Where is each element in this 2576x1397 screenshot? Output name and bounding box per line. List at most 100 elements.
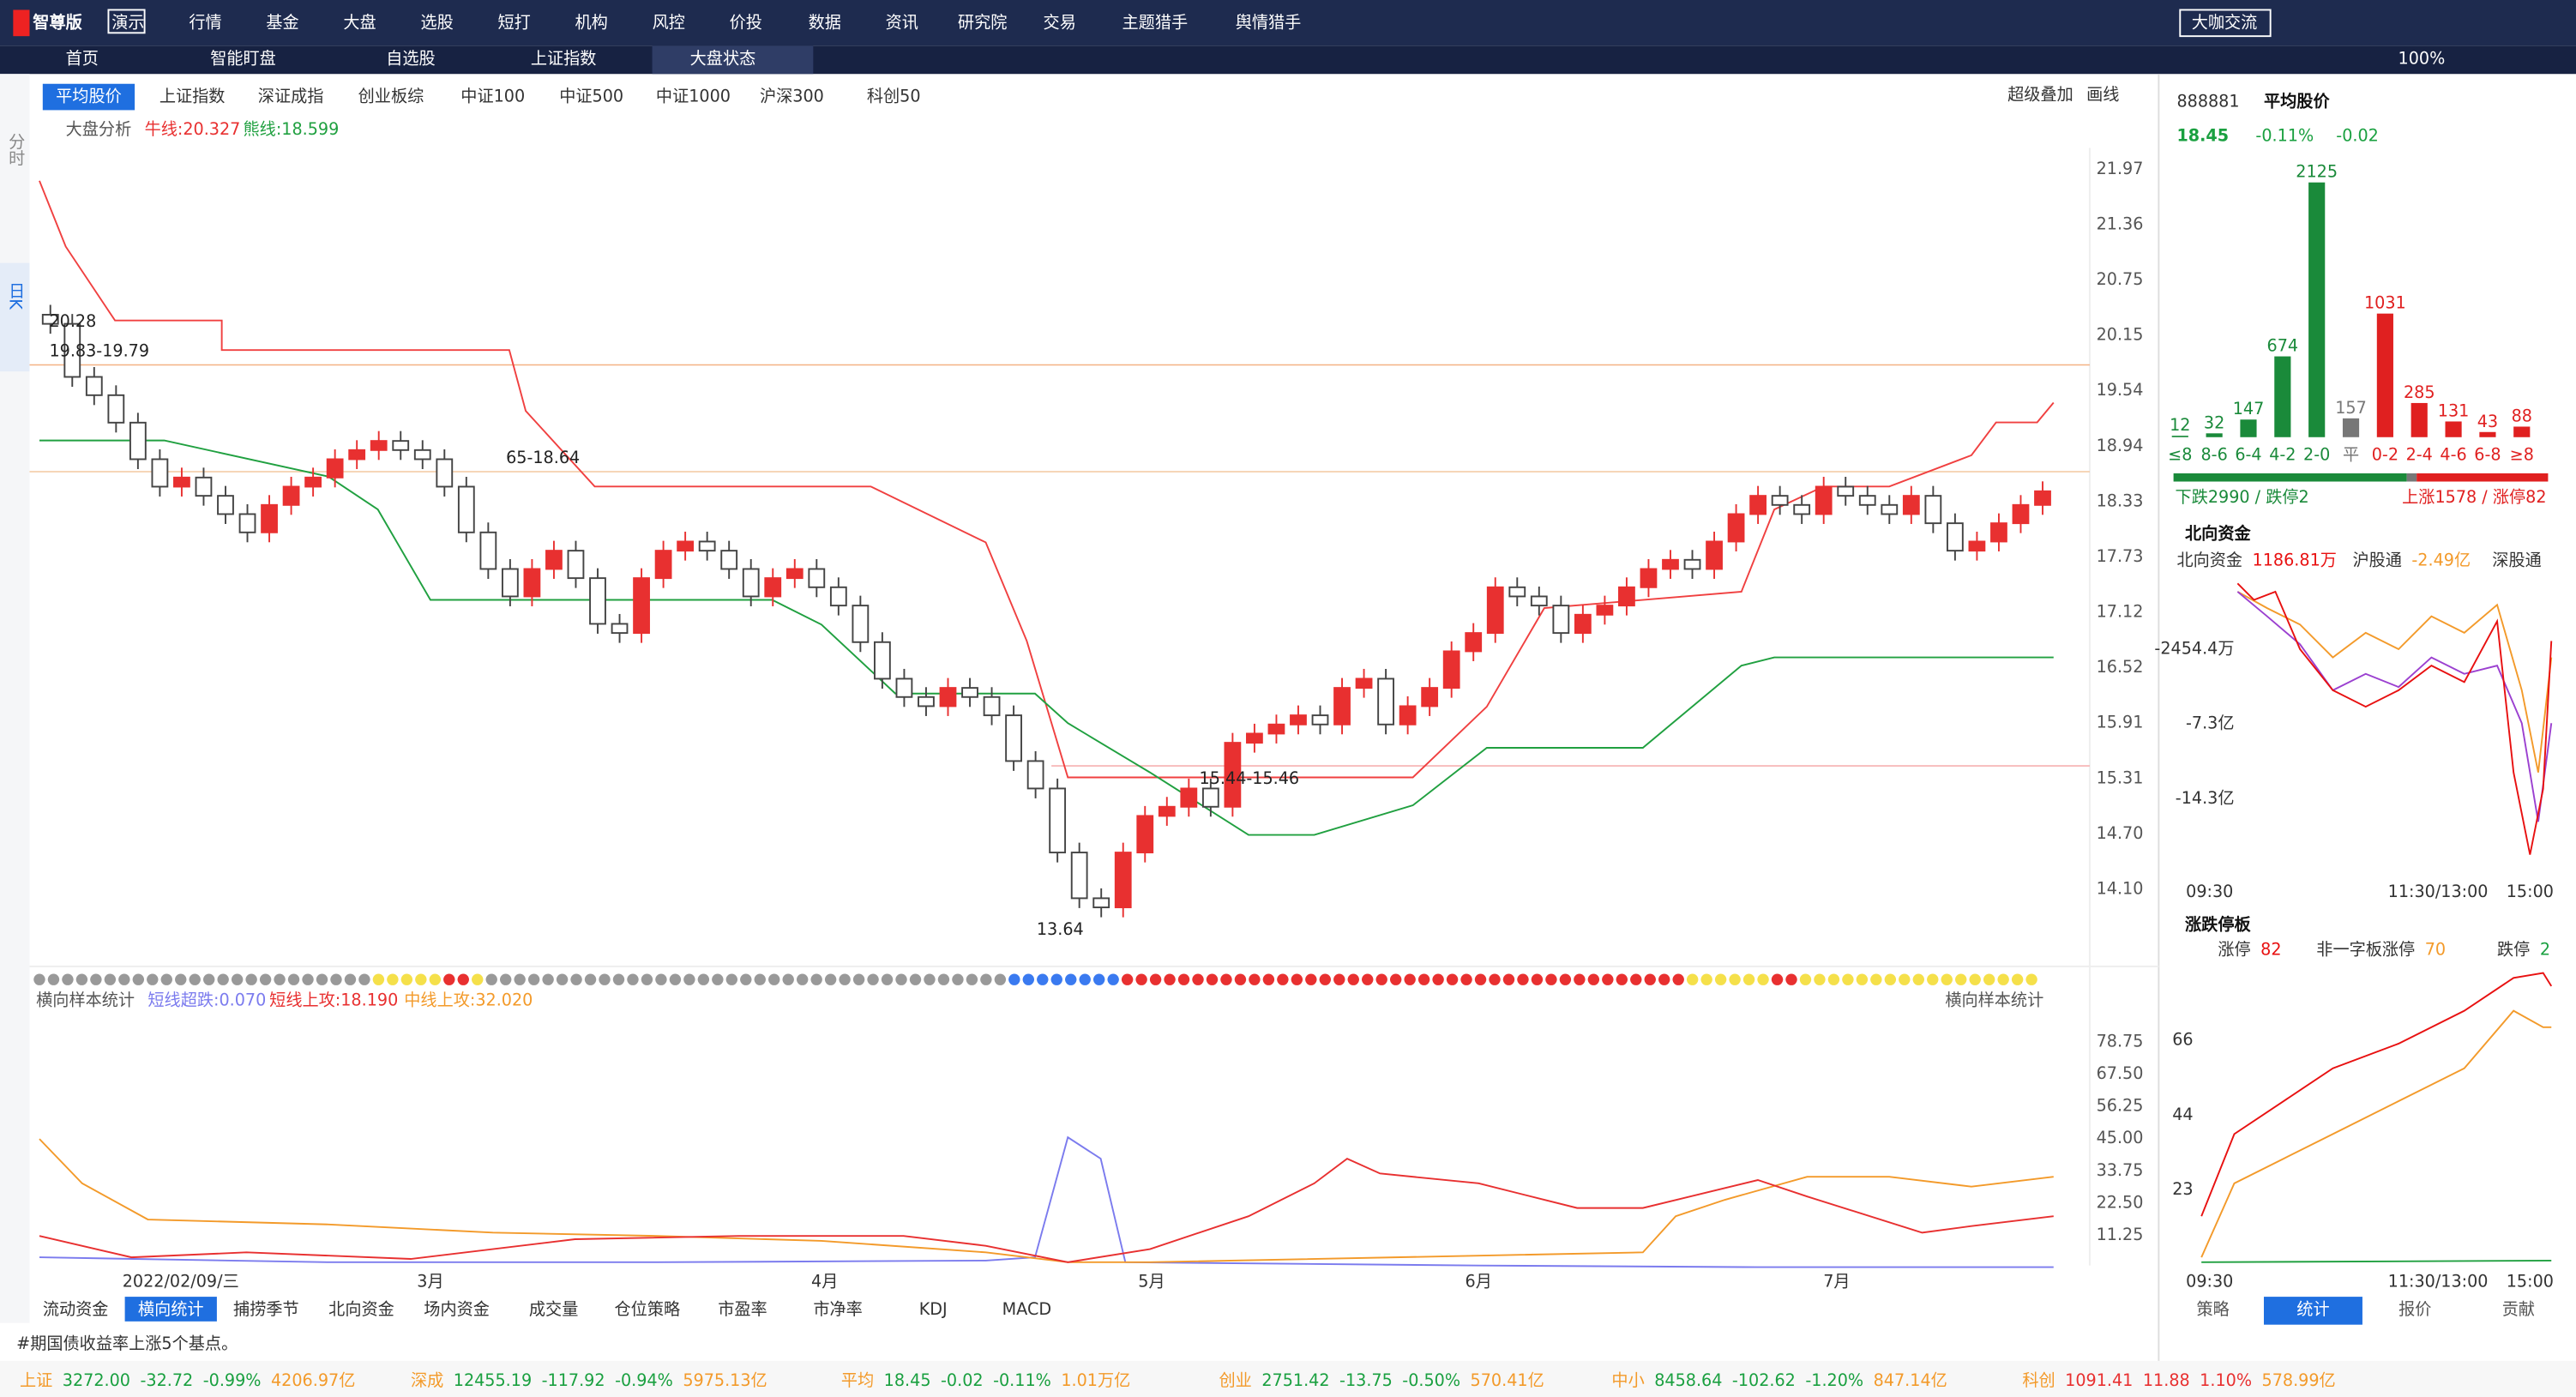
index-tab[interactable]: 中证500: [559, 87, 623, 106]
candle: [63, 322, 81, 378]
bottom-tab[interactable]: 横向统计: [138, 1299, 204, 1319]
candle: [1290, 714, 1307, 726]
date-label: 5月: [1138, 1271, 1165, 1291]
menu-item[interactable]: 基金: [266, 12, 298, 32]
menu-item[interactable]: 大盘: [343, 12, 376, 32]
candle: [436, 458, 454, 488]
bottom-tab[interactable]: MACD: [1002, 1299, 1051, 1319]
breadth-down-label: 下跌2990 / 跌停2: [2176, 487, 2309, 507]
side-tab[interactable]: 日K: [6, 282, 26, 310]
menu-item[interactable]: 短打: [497, 12, 530, 32]
index-tab[interactable]: 中证1000: [656, 87, 731, 106]
signal-dot: [1092, 973, 1105, 985]
signal-dot: [1531, 973, 1544, 985]
signal-dot: [1220, 973, 1232, 985]
bottom-tab[interactable]: 流动资金: [43, 1299, 109, 1319]
index-tab[interactable]: 平均股价: [56, 87, 122, 106]
right-tab[interactable]: 策略: [2196, 1299, 2229, 1319]
legend-name: 非一字板涨停: [2316, 939, 2415, 959]
bottom-tab[interactable]: KDJ: [919, 1299, 948, 1319]
annotation: 19.83-19.79: [49, 341, 149, 361]
tab[interactable]: 上证指数: [531, 48, 597, 68]
index-tab[interactable]: 深证成指: [258, 87, 324, 106]
candle: [654, 550, 672, 580]
menu-item[interactable]: 机构: [575, 12, 608, 32]
menu-item[interactable]: 舆情猎手: [1236, 12, 1302, 32]
candle: [2012, 503, 2030, 525]
signal-dot: [1574, 973, 1586, 985]
tool[interactable]: 画线: [2086, 85, 2119, 105]
tab[interactable]: 智能盯盘: [210, 48, 276, 68]
signal-dot: [1742, 973, 1755, 985]
signal-dot: [810, 973, 822, 985]
bottom-tab[interactable]: 市净率: [813, 1299, 862, 1319]
index-tab[interactable]: 创业板综: [358, 87, 424, 106]
lower-axis-label: 45.00: [2097, 1128, 2144, 1147]
ticker-amount: 1.01万亿: [1061, 1370, 1130, 1389]
north-axis-label: -7.3亿: [2186, 714, 2235, 733]
tab[interactable]: 大盘状态: [690, 48, 756, 68]
bottom-tab[interactable]: 北向资金: [328, 1299, 394, 1319]
signal-dot: [697, 973, 710, 985]
menu-item[interactable]: 主题猎手: [1122, 12, 1189, 32]
signal-dot: [839, 973, 851, 985]
distribution-category: 2-4: [2406, 444, 2433, 464]
candle: [501, 568, 519, 598]
side-tab[interactable]: 分时: [6, 133, 26, 166]
candle: [1465, 632, 1483, 653]
candle: [479, 531, 497, 570]
signal-dot: [302, 973, 314, 985]
ticker-item: 科创 1091.41 11.88 1.10% 578.99亿: [2022, 1370, 2335, 1389]
ticker-pct: -0.50%: [1402, 1370, 1460, 1389]
right-tab[interactable]: 贡献: [2502, 1299, 2535, 1319]
menu-item[interactable]: 价投: [730, 12, 762, 32]
signal-dot: [1955, 973, 1967, 985]
menu-item[interactable]: 数据: [809, 12, 841, 32]
exchange-button[interactable]: 大咖交流: [2192, 12, 2258, 32]
right-tab[interactable]: 报价: [2398, 1299, 2431, 1319]
menu-item[interactable]: 选股: [420, 12, 453, 32]
signal-dot: [1008, 973, 1020, 985]
menu-item[interactable]: 交易: [1044, 12, 1076, 32]
ticker-pct: -0.99%: [203, 1370, 262, 1389]
logo: 智尊版: [33, 12, 82, 32]
tab[interactable]: 自选股: [386, 48, 435, 68]
tab[interactable]: 首页: [66, 48, 99, 68]
top-bar: [0, 0, 2576, 46]
candle: [874, 641, 891, 680]
menu-item[interactable]: 资讯: [886, 12, 918, 32]
signal-dot: [1545, 973, 1557, 985]
menu-item[interactable]: 风控: [653, 12, 685, 32]
limit-up-line: [2200, 972, 2553, 1217]
bottom-tab[interactable]: 成交量: [529, 1299, 578, 1319]
right-tab[interactable]: 统计: [2296, 1299, 2329, 1319]
bottom-tab[interactable]: 仓位策略: [615, 1299, 681, 1319]
signal-dot: [400, 973, 413, 985]
limit-axis-label: 23: [2172, 1179, 2193, 1199]
bottom-tab[interactable]: 市盈率: [718, 1299, 767, 1319]
menu-item[interactable]: 行情: [189, 12, 221, 32]
candle: [764, 577, 782, 598]
tab-bar: [0, 45, 2576, 75]
tool[interactable]: 超级叠加: [2007, 85, 2073, 105]
signal-dot: [316, 973, 328, 985]
signal-dot: [2011, 973, 2024, 985]
signal-dot: [1446, 973, 1459, 985]
bottom-tab[interactable]: 捕捞季节: [233, 1299, 299, 1319]
index-tab[interactable]: 上证指数: [159, 87, 226, 106]
index-tab[interactable]: 科创50: [867, 87, 921, 106]
menu-item[interactable]: 研究院: [958, 12, 1007, 32]
legend-item: 涨停 82: [2218, 939, 2281, 959]
candle: [326, 458, 344, 479]
bottom-tab[interactable]: 场内资金: [424, 1299, 490, 1319]
signal-dot: [1121, 973, 1134, 985]
candle: [1224, 742, 1242, 808]
ticker-pct: 1.10%: [2200, 1370, 2252, 1389]
signal-dot: [1587, 973, 1600, 985]
signal-dot: [132, 973, 145, 985]
exchange-box: [2179, 9, 2272, 38]
index-tab[interactable]: 沪深300: [760, 87, 824, 106]
candle: [392, 440, 410, 451]
signal-dot: [980, 973, 992, 985]
index-tab[interactable]: 中证100: [460, 87, 525, 106]
